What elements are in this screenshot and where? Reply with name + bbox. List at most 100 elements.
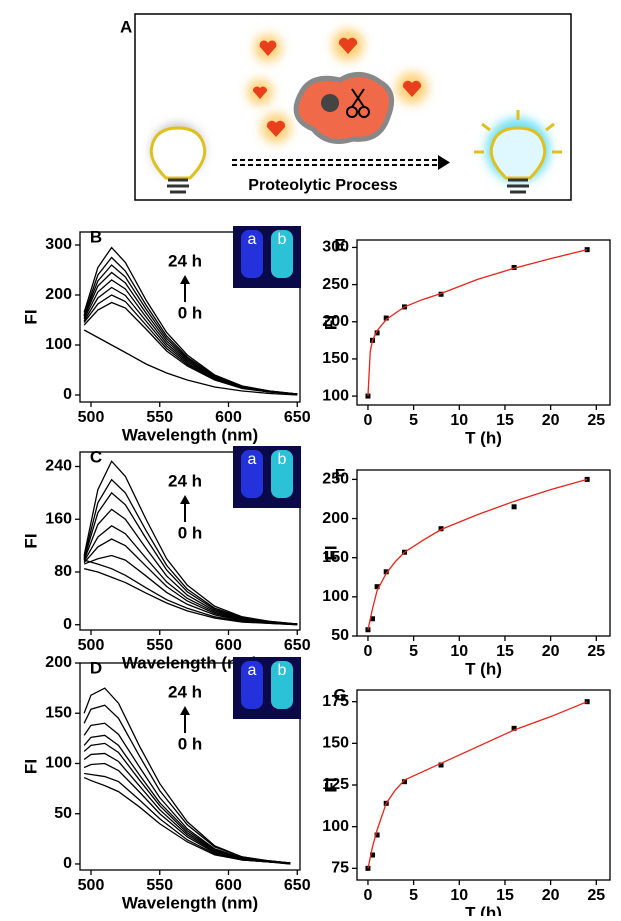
y-tick-label: 175 bbox=[322, 693, 349, 710]
x-axis-label: T (h) bbox=[465, 903, 502, 916]
y-tick-label: 200 bbox=[45, 654, 72, 671]
fit-line bbox=[367, 249, 588, 397]
fit-line bbox=[367, 478, 588, 630]
annotation: 24 h bbox=[168, 471, 202, 490]
panel-label: A bbox=[120, 17, 132, 36]
chart: 0 5 10 15 20 25 75 100 125 150 175 T (h) FI G bbox=[321, 685, 611, 921]
y-tick-label: 50 bbox=[331, 627, 349, 644]
plot-frame bbox=[79, 662, 301, 871]
x-tick-label: 550 bbox=[146, 409, 173, 426]
y-tick-label: 125 bbox=[322, 776, 349, 793]
spectrum-line bbox=[83, 478, 298, 625]
data-point bbox=[383, 569, 389, 575]
x-tick-label: 25 bbox=[587, 412, 605, 429]
y-tick-label: 100 bbox=[45, 755, 72, 772]
panel-a: A bbox=[120, 13, 572, 201]
y-tick-label: 300 bbox=[45, 236, 72, 253]
x-tick-label: 500 bbox=[78, 637, 105, 654]
panel-label: F bbox=[335, 465, 345, 484]
panel-label: D bbox=[90, 658, 102, 677]
plot-frame bbox=[79, 231, 301, 403]
data-point bbox=[511, 504, 517, 510]
x-tick-label: 10 bbox=[450, 412, 468, 429]
chart: 500 550 600 650 0 100 200 300 Wavelength (nm) FI B… bbox=[21, 226, 311, 444]
y-axis-label: FI bbox=[321, 545, 340, 560]
process-arrow bbox=[232, 155, 450, 170]
y-tick-label: 150 bbox=[322, 549, 349, 566]
spectrum-line bbox=[83, 734, 291, 864]
x-tick-label: 650 bbox=[284, 877, 311, 894]
y-tick-label: 100 bbox=[322, 387, 349, 404]
data-point bbox=[370, 852, 376, 858]
x-tick-label: 500 bbox=[78, 877, 105, 894]
annotation: 24 h bbox=[168, 682, 202, 701]
hearts bbox=[247, 29, 428, 143]
protein bbox=[293, 72, 395, 144]
x-tick-label: 10 bbox=[450, 887, 468, 904]
x-axis-label: T (h) bbox=[465, 428, 502, 447]
spectrum-line bbox=[83, 762, 291, 864]
x-tick-label: 550 bbox=[146, 637, 173, 654]
arrow-head bbox=[180, 275, 190, 284]
data-point bbox=[374, 584, 380, 590]
spectrum-line bbox=[83, 776, 291, 865]
spectrum-line bbox=[83, 752, 291, 864]
y-tick-label: 75 bbox=[331, 860, 349, 877]
x-tick-label: 15 bbox=[496, 643, 514, 660]
process-caption: Proteolytic Process bbox=[248, 177, 398, 194]
y-tick-label: 200 bbox=[322, 510, 349, 527]
y-tick-label: 80 bbox=[54, 563, 72, 580]
inset-label: b bbox=[278, 662, 287, 679]
y-axis-label: FI bbox=[21, 309, 40, 324]
plot-frame bbox=[79, 451, 301, 631]
tube-a bbox=[241, 661, 263, 709]
tube-a bbox=[241, 230, 263, 278]
x-tick-label: 600 bbox=[215, 637, 242, 654]
inset-label: a bbox=[248, 231, 257, 248]
data-point bbox=[374, 832, 380, 838]
x-tick-label: 0 bbox=[364, 412, 373, 429]
plot-frame bbox=[356, 469, 611, 637]
y-tick-label: 150 bbox=[45, 704, 72, 721]
spectrum-line bbox=[83, 704, 291, 864]
bulb-on bbox=[474, 110, 562, 194]
data-point bbox=[438, 526, 444, 532]
x-tick-label: 20 bbox=[542, 643, 560, 660]
x-tick-label: 5 bbox=[409, 412, 418, 429]
spectrum-line bbox=[83, 329, 298, 396]
spectrum-line bbox=[84, 772, 291, 865]
x-tick-label: 25 bbox=[587, 643, 605, 660]
data-point bbox=[383, 315, 389, 321]
y-tick-label: 100 bbox=[322, 588, 349, 605]
y-axis-label: FI bbox=[321, 315, 340, 330]
fit-line bbox=[367, 701, 588, 869]
panel-label: E bbox=[334, 235, 345, 254]
inset-label: a bbox=[248, 451, 257, 468]
tube-b bbox=[271, 230, 293, 278]
y-tick-label: 0 bbox=[63, 616, 72, 633]
data-point bbox=[511, 725, 517, 731]
y-tick-label: 160 bbox=[45, 510, 72, 527]
y-tick-label: 240 bbox=[45, 458, 72, 475]
tube-b bbox=[271, 450, 293, 498]
inset-label: b bbox=[278, 451, 287, 468]
y-tick-label: 50 bbox=[54, 805, 72, 822]
x-tick-label: 0 bbox=[364, 643, 373, 660]
y-tick-label: 150 bbox=[322, 735, 349, 752]
y-tick-label: 0 bbox=[63, 386, 72, 403]
x-tick-label: 600 bbox=[215, 409, 242, 426]
y-axis-label: FI bbox=[321, 777, 340, 792]
chart: 0 5 10 15 20 25 50 100 150 200 250 T (h) FI F bbox=[321, 465, 611, 678]
inset-label: b bbox=[278, 231, 287, 248]
x-axis-label: Wavelength (nm) bbox=[122, 425, 258, 444]
x-tick-label: 10 bbox=[450, 643, 468, 660]
y-tick-label: 250 bbox=[322, 471, 349, 488]
data-point bbox=[511, 265, 517, 270]
x-tick-label: 25 bbox=[587, 887, 605, 904]
spectrum-line bbox=[83, 301, 298, 395]
x-tick-label: 500 bbox=[78, 409, 105, 426]
spectrum-line bbox=[83, 559, 298, 626]
x-tick-label: 20 bbox=[542, 412, 560, 429]
